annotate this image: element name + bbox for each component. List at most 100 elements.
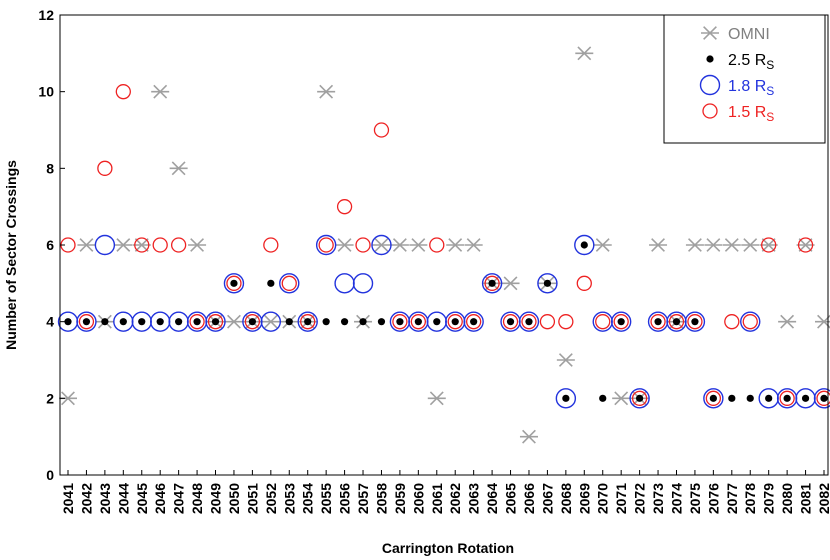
point-omni-28 [575, 46, 594, 61]
point-1-8-r-s-40 [813, 388, 830, 409]
point-2-5-r-s-12 [285, 318, 293, 326]
marks-layer [57, 46, 830, 444]
point-1-8-r-s-25 [518, 311, 540, 332]
point-2-5-r-s-7 [193, 318, 201, 326]
legend-marker-omni-stroke-2 [703, 26, 717, 40]
point-1-8-r-s-23 [481, 273, 503, 294]
point-1-5-r-s-7 [189, 314, 205, 330]
point-2-5-r-s-17 [377, 318, 386, 326]
x-tick-label-21: 2062 [447, 483, 463, 514]
legend-item-1-8-r: 1.8 RS [699, 74, 774, 98]
point-1-5-r-s-26 [539, 314, 556, 330]
y-tick-label-3: 6 [46, 237, 54, 253]
x-tick-label-33: 2074 [668, 483, 684, 514]
point-1-8-r-s-12 [279, 273, 300, 294]
point-omni-24-stroke-2 [503, 276, 518, 291]
point-omni-24 [501, 276, 520, 291]
legend-subscript-2-5-r: S [766, 58, 774, 72]
point-omni-25 [519, 429, 538, 444]
point-omni-4-stroke-2 [134, 238, 149, 252]
point-omni-1 [77, 238, 96, 252]
point-2-5-r-s-1 [82, 318, 91, 326]
series-2-5-r-s [64, 241, 828, 402]
point-2-5-r-s-3 [119, 318, 127, 326]
point-omni-6-stroke-2 [171, 161, 186, 176]
point-omni-14 [317, 84, 336, 99]
point-2-5-r-s-40 [801, 394, 810, 402]
point-omni-35-stroke-2 [706, 238, 721, 252]
point-1-8-r-s-13 [297, 311, 318, 332]
x-tick-label-26: 2067 [539, 483, 555, 514]
point-2-5-r-s-26 [543, 279, 552, 287]
point-1-8-r-s-15 [334, 273, 355, 294]
series-omni [59, 46, 830, 444]
x-tick-label-19: 2060 [410, 483, 426, 514]
point-1-5-r-s-33 [668, 314, 685, 330]
point-omni-14-stroke-2 [319, 84, 334, 99]
legend-item-omni: OMNI [701, 26, 770, 43]
x-tick-label-32: 2073 [650, 483, 666, 514]
x-tick-label-12: 2053 [281, 483, 297, 514]
point-1-5-r-s-22 [466, 314, 482, 330]
point-2-5-r-s-35 [709, 394, 717, 402]
point-omni-0-stroke-2 [61, 391, 75, 406]
point-2-5-r-s-38 [765, 394, 773, 402]
point-1-5-r-s-31 [631, 390, 648, 406]
point-omni-9-stroke-2 [227, 314, 241, 329]
point-omni-36-stroke-2 [724, 238, 739, 252]
point-1-5-r-s-1 [78, 314, 95, 330]
legend-item-2-5-r: 2.5 RS [706, 52, 774, 72]
x-tick-label-18: 2059 [392, 483, 408, 514]
point-1-5-r-s-10 [244, 314, 261, 330]
point-1-5-r-s-12 [281, 275, 297, 291]
x-tick-label-24: 2065 [503, 483, 519, 514]
point-1-8-r-s-1 [76, 311, 97, 332]
x-tick-label-11: 2052 [263, 483, 279, 514]
point-omni-27-stroke-2 [558, 353, 573, 367]
point-2-5-r-s-2 [101, 318, 109, 326]
point-2-5-r-s-33 [672, 318, 681, 326]
point-2-5-r-s-19 [414, 318, 422, 326]
legend-marker-1-5-r [702, 103, 718, 119]
point-omni-17-stroke-2 [374, 238, 389, 252]
point-1-5-r-s-36 [724, 314, 740, 330]
point-2-5-r-s-37 [746, 394, 754, 402]
point-2-5-r-s-30 [617, 318, 625, 326]
point-omni-32-stroke-2 [651, 238, 665, 252]
point-omni-15 [335, 238, 354, 252]
point-omni-36 [722, 238, 741, 252]
point-2-5-r-s-22 [470, 318, 478, 326]
y-axis-title: Number of Sector Crossings [3, 160, 19, 350]
point-1-8-r-s-27 [555, 388, 577, 409]
point-omni-17 [372, 238, 391, 252]
point-1-5-r-s-28 [576, 275, 592, 291]
point-1-8-r-s-35 [703, 388, 724, 409]
point-omni-6 [169, 161, 188, 176]
point-omni-30-stroke-2 [614, 391, 629, 406]
point-2-5-r-s-5 [156, 318, 164, 326]
point-1-5-r-s-19 [410, 314, 426, 330]
point-1-5-r-s-30 [613, 314, 629, 330]
x-tick-label-34: 2075 [687, 483, 703, 514]
legend-marker-omni [701, 26, 719, 40]
point-2-5-r-s-25 [525, 318, 533, 326]
point-2-5-r-s-9 [230, 279, 238, 287]
point-1-5-r-s-34 [687, 314, 703, 330]
point-1-5-r-s-32 [650, 314, 666, 330]
x-tick-label-1: 2042 [78, 483, 94, 514]
point-1-8-r-s-8 [205, 311, 226, 332]
point-2-5-r-s-36 [728, 394, 736, 402]
point-2-5-r-s-41 [820, 394, 828, 402]
point-omni-19 [409, 238, 428, 252]
point-1-5-r-s-18 [392, 314, 408, 330]
point-omni-5-stroke-2 [153, 84, 168, 99]
x-tick-label-36: 2077 [724, 483, 740, 514]
legend-marker-1-8-r [699, 74, 721, 96]
point-1-8-r-s-2 [94, 234, 116, 256]
point-omni-7-stroke-2 [190, 238, 205, 252]
point-omni-15-stroke-2 [337, 238, 352, 252]
point-2-5-r-s-16 [359, 318, 367, 326]
x-tick-label-16: 2057 [355, 483, 371, 514]
x-axis-title: Carrington Rotation [382, 540, 514, 556]
